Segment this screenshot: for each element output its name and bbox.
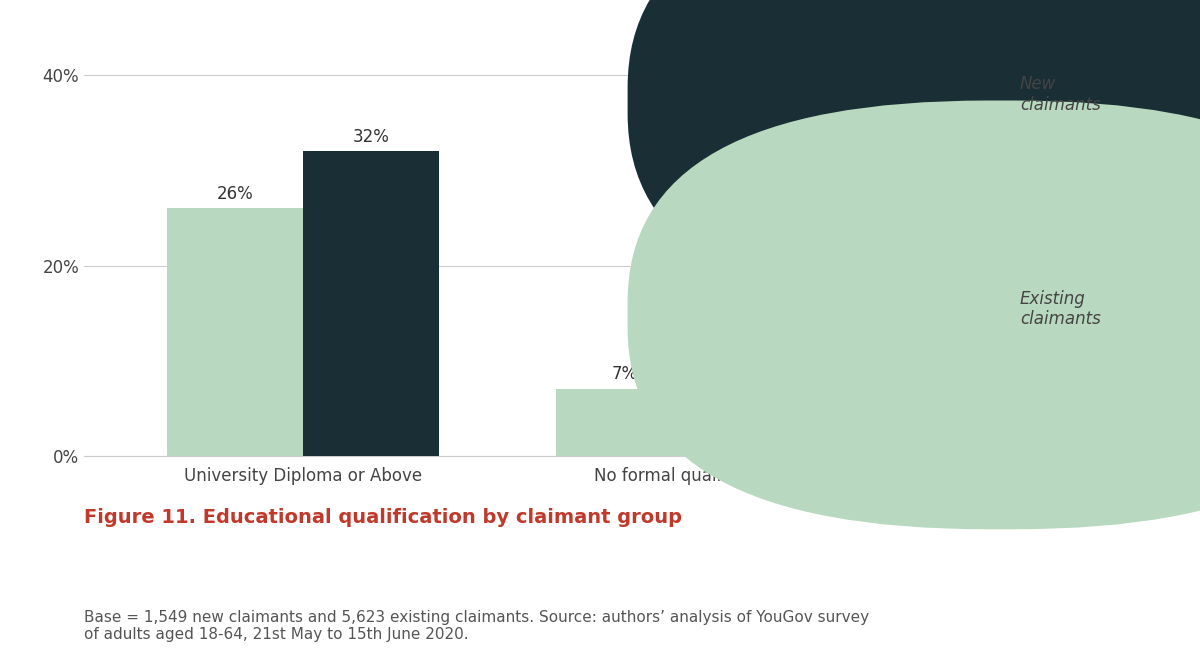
Bar: [692, 408, 828, 456]
Text: New
claimants: New claimants: [1020, 75, 1100, 114]
Text: 26%: 26%: [216, 185, 253, 203]
Bar: [556, 389, 692, 456]
Text: Base = 1,549 new claimants and 5,623 existing claimants. Source: authors’ analys: Base = 1,549 new claimants and 5,623 exi…: [84, 610, 869, 642]
Bar: [167, 208, 302, 456]
Text: 5%: 5%: [748, 385, 774, 403]
Text: Existing
claimants: Existing claimants: [1020, 289, 1100, 328]
Bar: [302, 151, 439, 456]
Text: Figure 11. Educational qualification by claimant group: Figure 11. Educational qualification by …: [84, 508, 682, 527]
Text: 7%: 7%: [611, 365, 637, 383]
Text: 32%: 32%: [353, 128, 390, 146]
